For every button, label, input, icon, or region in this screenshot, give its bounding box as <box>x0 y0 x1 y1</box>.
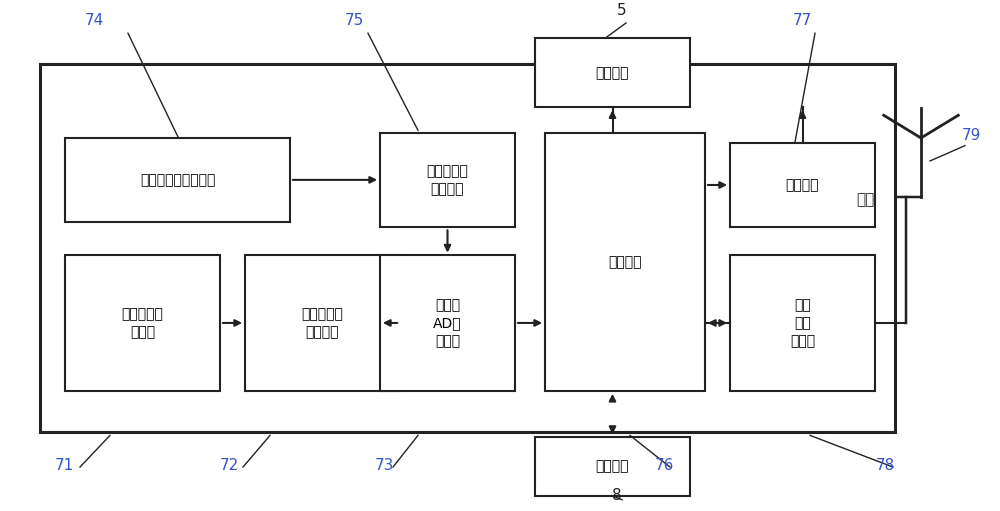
Text: 采样及
AD转
换电路: 采样及 AD转 换电路 <box>433 298 462 348</box>
Bar <box>545 133 705 391</box>
Bar <box>380 256 515 391</box>
Text: 76: 76 <box>655 458 674 473</box>
Text: 8: 8 <box>612 489 622 503</box>
Text: 天线: 天线 <box>856 192 874 207</box>
Text: 72: 72 <box>220 458 239 473</box>
Bar <box>730 143 875 227</box>
Text: 电磁线圈: 电磁线圈 <box>596 66 629 80</box>
Text: 交变磁信号
传感器: 交变磁信号 传感器 <box>122 307 163 339</box>
Text: 75: 75 <box>345 13 364 28</box>
Text: 体内
射频
收发器: 体内 射频 收发器 <box>790 298 815 348</box>
Text: 77: 77 <box>793 13 812 28</box>
Text: 71: 71 <box>55 458 74 473</box>
Bar <box>730 256 875 391</box>
Bar <box>245 256 400 391</box>
Text: 方位角信号
处理电路: 方位角信号 处理电路 <box>427 164 468 196</box>
Text: 激磁电路: 激磁电路 <box>786 178 819 192</box>
Text: 微控制器: 微控制器 <box>608 255 642 269</box>
Text: 交变磁信号
处理电路: 交变磁信号 处理电路 <box>302 307 343 339</box>
Bar <box>535 437 690 496</box>
Bar <box>65 138 290 222</box>
Text: 78: 78 <box>876 458 895 473</box>
Bar <box>65 256 220 391</box>
Text: 5: 5 <box>617 3 627 18</box>
Bar <box>535 38 690 107</box>
Text: 74: 74 <box>85 13 104 28</box>
Bar <box>380 133 515 227</box>
Text: 方位角检测体内电路: 方位角检测体内电路 <box>140 173 215 187</box>
Text: 79: 79 <box>962 128 981 143</box>
Text: 73: 73 <box>375 458 394 473</box>
Text: 光电对管: 光电对管 <box>596 459 629 473</box>
Bar <box>40 64 895 432</box>
